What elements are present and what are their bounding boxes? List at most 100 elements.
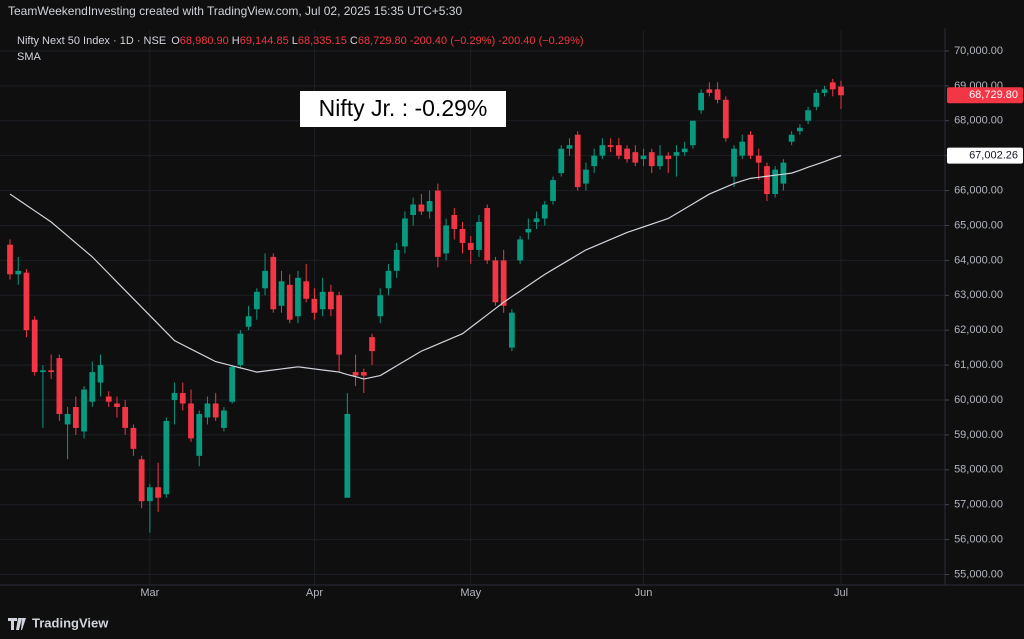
grid <box>0 30 945 585</box>
annotation: Nifty Jr. : -0.29% <box>319 95 488 121</box>
close-value: 68,729.80 <box>358 35 407 47</box>
candle-body <box>212 403 219 418</box>
candle-body <box>665 155 672 160</box>
candle-body <box>278 281 285 306</box>
y-tick-label: 58,000.00 <box>954 464 1003 476</box>
candle-body <box>698 92 705 111</box>
footer-bar <box>0 611 1024 639</box>
open-value: 68,980.90 <box>180 35 229 47</box>
y-tick-label: 62,000.00 <box>954 324 1003 336</box>
change: -200.40 (−0.29%) <box>410 35 495 47</box>
candle-body <box>788 134 795 142</box>
candle-body <box>434 190 441 257</box>
candle-body <box>48 370 55 373</box>
candle-body <box>64 413 71 425</box>
candle-body <box>262 270 268 289</box>
y-tick-label: 64,000.00 <box>954 254 1003 266</box>
candle-body <box>319 291 326 310</box>
candle-body <box>640 155 647 160</box>
candle-body <box>829 82 836 90</box>
sma-line <box>9 155 842 380</box>
candle-body <box>525 228 532 233</box>
candle-body <box>731 148 737 177</box>
candle-body <box>550 180 556 202</box>
header: TeamWeekendInvesting created with Tradin… <box>8 4 462 18</box>
candle-body <box>188 403 194 439</box>
candle-body <box>714 89 721 100</box>
low-value: 68,335.15 <box>298 35 347 47</box>
sma_price-label: 67,002.26 <box>969 149 1018 161</box>
y-tick-label: 55,000.00 <box>954 568 1003 580</box>
y-tick-label: 65,000.00 <box>954 219 1003 231</box>
candle-body <box>23 272 30 331</box>
candle-body <box>500 260 507 306</box>
last_price-tag <box>947 87 1023 104</box>
y-tick-label: 70,000.00 <box>954 45 1003 57</box>
candle-body <box>558 148 565 174</box>
candle-body <box>377 295 384 317</box>
candle-body <box>40 370 46 373</box>
candle-body <box>426 201 433 212</box>
candle-body <box>146 487 153 502</box>
candle-body <box>385 270 392 289</box>
candle-body <box>566 145 573 149</box>
annotation-box <box>300 91 506 127</box>
candle-body <box>105 396 112 402</box>
candle-body <box>286 284 293 320</box>
candle-body <box>56 358 63 414</box>
candle-body <box>838 86 844 96</box>
candle-body <box>657 155 663 167</box>
candle-body <box>796 127 803 132</box>
candle-body <box>410 204 417 215</box>
x-tick-label: Jun <box>635 587 653 599</box>
candle-body <box>393 249 400 271</box>
candle-body <box>509 312 515 348</box>
candle-body <box>171 393 178 400</box>
candle-body <box>706 89 713 93</box>
y-tick-label: 60,000.00 <box>954 394 1003 406</box>
candle-body <box>97 365 104 383</box>
candle-body <box>15 270 22 275</box>
candle-body <box>204 403 211 418</box>
candle-body <box>533 218 540 222</box>
high-value: 69,144.85 <box>240 35 289 47</box>
candle-body <box>352 372 359 376</box>
candle-body <box>31 319 38 373</box>
candle-body <box>418 204 425 212</box>
tradingview-logo <box>8 618 26 630</box>
candle-body <box>245 316 252 327</box>
candle-body <box>328 291 334 310</box>
candle-body <box>311 298 318 313</box>
candle-body <box>805 110 811 121</box>
candle-body <box>7 244 13 275</box>
y-tick-label: 68,000.00 <box>954 115 1003 127</box>
candle-body <box>583 169 589 184</box>
candle-body <box>780 162 787 184</box>
y-tick-label: 59,000.00 <box>954 429 1003 441</box>
candle-body <box>764 166 770 195</box>
candle-body <box>253 291 260 310</box>
candle-body <box>451 215 458 229</box>
candle-body <box>72 406 79 428</box>
candle-body <box>270 256 277 310</box>
x-tick-label: Mar <box>140 587 159 599</box>
candle-body <box>130 427 137 449</box>
candle-body <box>747 134 754 156</box>
candle-body <box>221 410 227 428</box>
candle-body <box>755 155 762 163</box>
candle-body <box>155 487 161 498</box>
candle-body <box>295 277 301 317</box>
plot-area <box>7 78 844 533</box>
last_price-label: 68,729.80 <box>969 89 1018 101</box>
candle-body <box>574 134 581 188</box>
candle-body <box>229 366 236 402</box>
candle-body <box>739 141 746 156</box>
candle-body <box>813 92 820 107</box>
candle-body <box>492 260 499 303</box>
symbol: Nifty Next 50 Index · 1D · NSE <box>17 35 166 47</box>
candle-body <box>196 413 203 456</box>
candle-body <box>648 152 655 167</box>
high-label: H <box>232 35 240 47</box>
candle-body <box>467 242 474 250</box>
